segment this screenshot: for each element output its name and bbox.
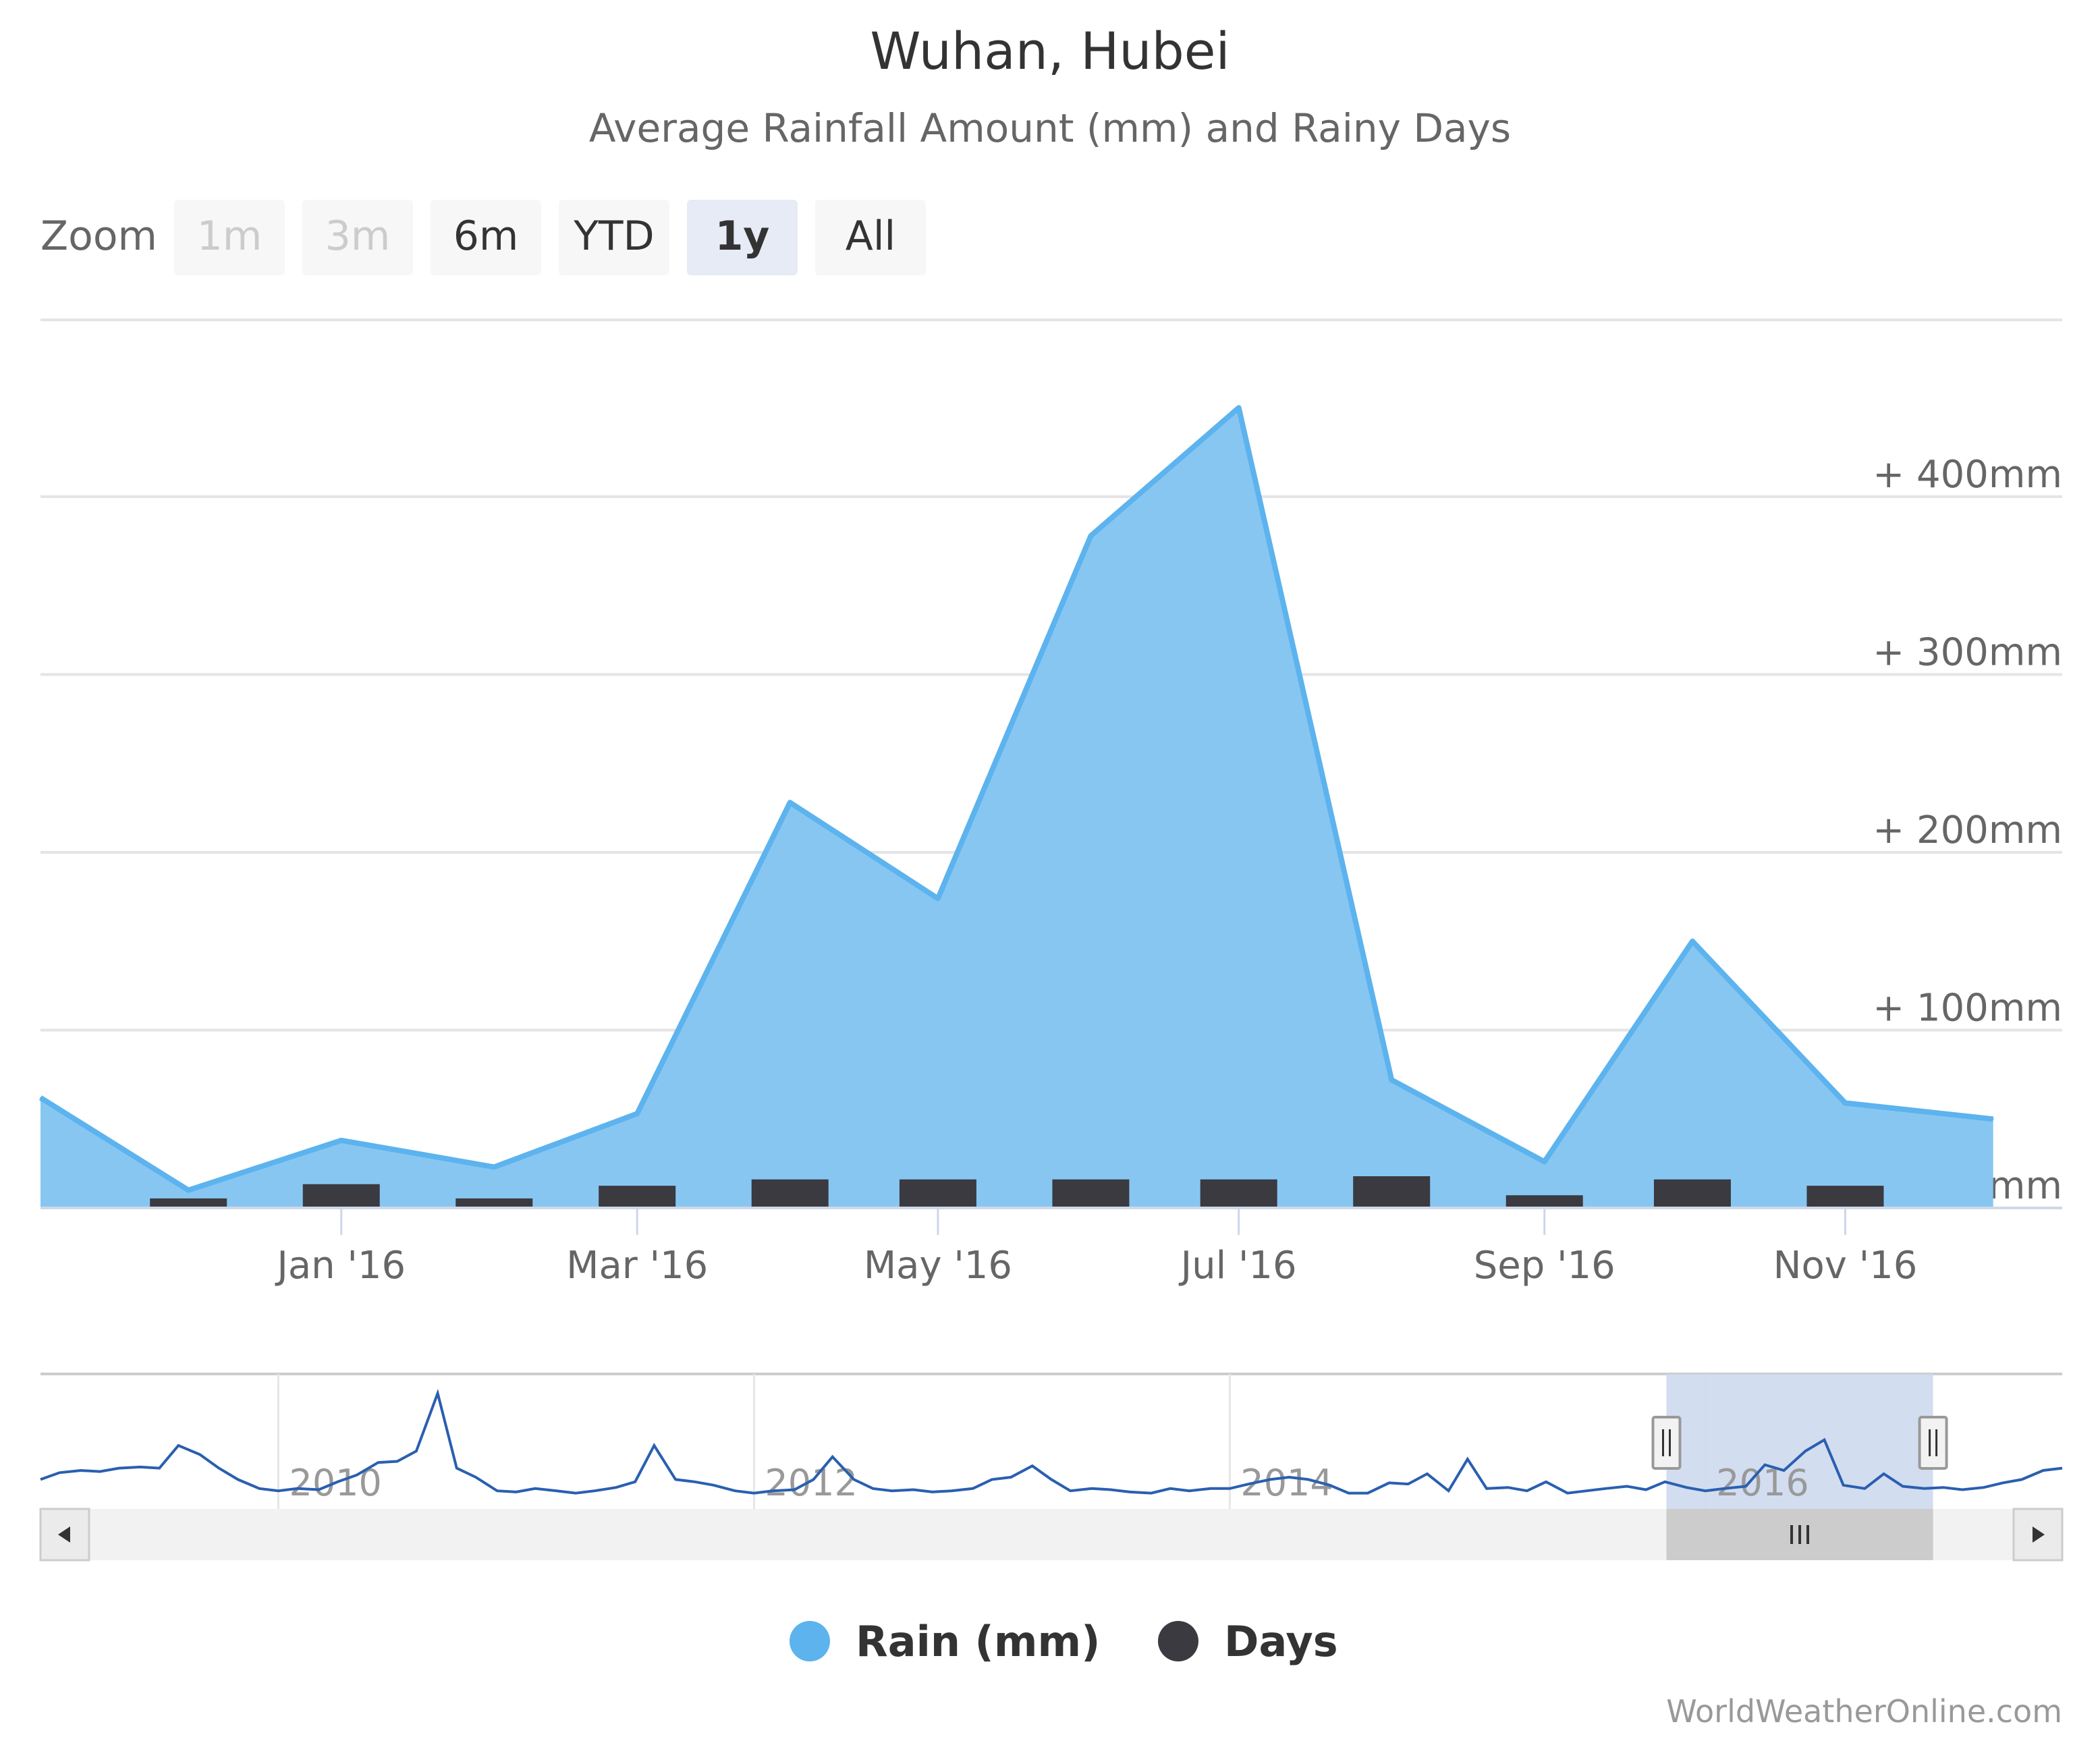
y-tick-label: + 400mm [1873,453,2062,497]
scrollbar-grip-icon [1790,1525,1810,1544]
zoom-button-label: All [846,213,895,260]
days-bar[interactable] [150,1198,227,1208]
legend-item-rain[interactable]: Rain (mm) [790,1617,1100,1666]
rain-point[interactable] [789,802,791,804]
rain-point[interactable] [1992,1118,1994,1120]
days-bar[interactable] [751,1179,829,1208]
days-bar[interactable] [1200,1179,1277,1208]
days-bar[interactable] [1653,1179,1731,1208]
rain-point[interactable] [188,1189,190,1191]
x-tick-label: Mar '16 [566,1244,708,1288]
legend-label: Rain (mm) [856,1617,1100,1666]
x-tick-label: Jul '16 [1179,1244,1297,1288]
zoom-label: Zoom [40,213,157,260]
rain-point[interactable] [1543,1161,1545,1163]
scrollbar[interactable] [39,1508,2064,1562]
y-axis-labels: 0mm+ 100mm+ 200mm+ 300mm+ 400mm [1873,453,2062,1208]
rain-point[interactable] [340,1139,342,1141]
rain-point[interactable] [493,1166,495,1168]
arrow-right-icon [2033,1526,2045,1543]
arrow-left-icon [58,1526,70,1543]
x-tick-label: Sep '16 [1474,1244,1615,1288]
x-axis-ticks: Jan '16 Mar '16 May '16 Jul '16 Sep '16 Nov '… [275,1208,1917,1288]
rain-point[interactable] [937,898,939,900]
legend: Rain (mm) Days [790,1617,1338,1666]
legend-item-days[interactable]: Days [1158,1617,1338,1666]
zoom-button-ytd[interactable]: YTD [559,200,669,275]
main-plot: 0mm+ 100mm+ 200mm+ 300mm+ 400mm Jan '16 M… [38,319,2062,1288]
navigator-handles [1651,1416,1948,1470]
rain-point[interactable] [1238,407,1240,409]
days-bar[interactable] [455,1198,533,1208]
rain-point[interactable] [636,1113,638,1115]
days-series [150,1176,1884,1208]
days-bar[interactable] [599,1186,676,1208]
navigator[interactable]: 2010 2012 2014 2016 [40,1373,2063,1509]
chart-title: Wuhan, Hubei [870,21,1229,81]
days-bar[interactable] [1052,1179,1130,1208]
zoom-button-label: 1m [197,213,262,260]
rain-point[interactable] [1090,534,1092,536]
credit-text[interactable]: WorldWeatherOnline.com [1666,1693,2062,1730]
y-tick-label: + 300mm [1873,631,2062,675]
rain-point[interactable] [40,1097,41,1099]
rain-series [38,405,1994,1208]
zoom-button-label: YTD [573,213,655,260]
x-tick-label: Jan '16 [275,1244,406,1288]
rain-point[interactable] [1691,940,1693,942]
days-bar[interactable] [1806,1186,1884,1208]
zoom-button-all[interactable]: All [815,200,926,275]
legend-swatch-icon [1158,1621,1198,1661]
days-bar[interactable] [1353,1176,1431,1208]
zoom-controls: Zoom 1m 3m 6m YTD 1y All [40,200,926,275]
zoom-button-1y[interactable]: 1y [687,200,798,275]
days-bar[interactable] [899,1179,976,1208]
y-tick-label: + 200mm [1873,808,2062,852]
rain-area-fill [40,408,1993,1208]
zoom-button-6m[interactable]: 6m [431,200,541,275]
days-bar[interactable] [1505,1195,1583,1208]
rain-point[interactable] [1844,1102,1846,1104]
zoom-button-1m[interactable]: 1m [174,200,285,275]
navigator-handle-right[interactable] [1918,1416,1948,1470]
zoom-button-3m[interactable]: 3m [302,200,413,275]
legend-swatch-icon [790,1621,830,1661]
navigator-handle-left[interactable] [1651,1416,1682,1470]
navigator-axis-labels: 2010 2012 2014 2016 [289,1462,1808,1504]
scroll-left-button[interactable] [39,1508,90,1562]
rain-line [38,405,1994,1193]
legend-label: Days [1224,1617,1338,1666]
zoom-button-label: 1y [715,213,770,260]
y-tick-label: + 100mm [1873,987,2062,1030]
x-tick-label: Nov '16 [1773,1244,1918,1288]
zoom-button-label: 3m [325,213,391,260]
zoom-button-label: 6m [453,213,519,260]
navigator-selection-mask[interactable] [1666,1374,1933,1509]
chart-subtitle: Average Rainfall Amount (mm) and Rainy D… [589,105,1511,151]
zoom-buttons: 1m 3m 6m YTD 1y All [174,200,926,275]
scroll-right-button[interactable] [2012,1508,2064,1562]
rain-point[interactable] [1391,1079,1393,1081]
x-tick-label: May '16 [864,1244,1012,1288]
days-bar[interactable] [302,1184,380,1208]
navigator-series-line [40,1388,2063,1495]
